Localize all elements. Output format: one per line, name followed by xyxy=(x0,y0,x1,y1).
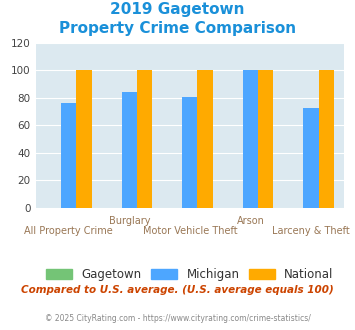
Bar xyxy=(243,70,258,208)
Bar xyxy=(61,103,76,208)
Bar xyxy=(197,70,213,208)
Text: Compared to U.S. average. (U.S. average equals 100): Compared to U.S. average. (U.S. average … xyxy=(21,285,334,295)
Bar xyxy=(319,70,334,208)
Bar xyxy=(258,70,273,208)
Text: 2019 Gagetown: 2019 Gagetown xyxy=(110,2,245,16)
Text: All Property Crime: All Property Crime xyxy=(24,226,113,236)
Bar xyxy=(182,96,197,208)
Bar xyxy=(137,70,152,208)
Bar xyxy=(76,70,92,208)
Legend: Gagetown, Michigan, National: Gagetown, Michigan, National xyxy=(42,263,338,286)
Text: Burglary: Burglary xyxy=(109,216,150,226)
Text: Larceny & Theft: Larceny & Theft xyxy=(272,226,350,236)
Bar xyxy=(304,108,319,208)
Text: Motor Vehicle Theft: Motor Vehicle Theft xyxy=(143,226,237,236)
Text: Property Crime Comparison: Property Crime Comparison xyxy=(59,21,296,36)
Text: © 2025 CityRating.com - https://www.cityrating.com/crime-statistics/: © 2025 CityRating.com - https://www.city… xyxy=(45,314,310,323)
Bar xyxy=(122,92,137,208)
Text: Arson: Arson xyxy=(236,216,264,226)
